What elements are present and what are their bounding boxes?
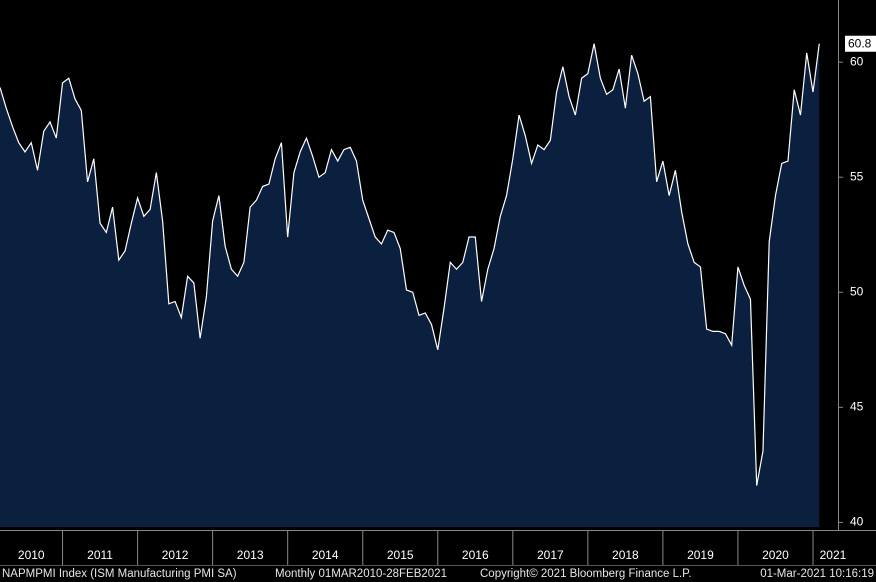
x-tick-label: 2020 [762,548,789,562]
x-tick-label: 2015 [387,548,414,562]
area [0,43,820,527]
x-tick-label: 2010 [18,548,45,562]
x-tick-label: 2011 [87,548,113,562]
x-tick-label: 2019 [687,548,714,562]
footer-copyright: Copyright© 2021 Bloomberg Finance L.P. [480,568,692,580]
y-tick-label: 50 [850,284,864,298]
last-value-label: 60.8 [848,36,872,50]
x-tick-label: 2016 [462,548,489,562]
x-tick-label: 2018 [612,548,639,562]
y-tick-label: 55 [850,169,864,183]
footer-range: Monthly 01MAR2010-28FEB2021 [275,568,447,580]
y-tick-label: 60 [850,54,864,68]
x-tick-label: 2013 [237,548,264,562]
y-tick-label: 45 [850,400,864,414]
y-tick-label: 40 [850,515,864,529]
last-value-box [845,35,876,52]
footer-timestamp: 01-Mar-2021 10:16:19 [760,568,874,580]
line [0,43,820,486]
x-tick-label: 2014 [312,548,339,562]
footer-ticker: NAPMPMI Index (ISM Manufacturing PMI SA) [2,568,237,580]
x-tick-label: 2017 [537,548,564,562]
x-tick-label: 2021 [820,548,847,562]
x-tick-label: 2012 [162,548,189,562]
